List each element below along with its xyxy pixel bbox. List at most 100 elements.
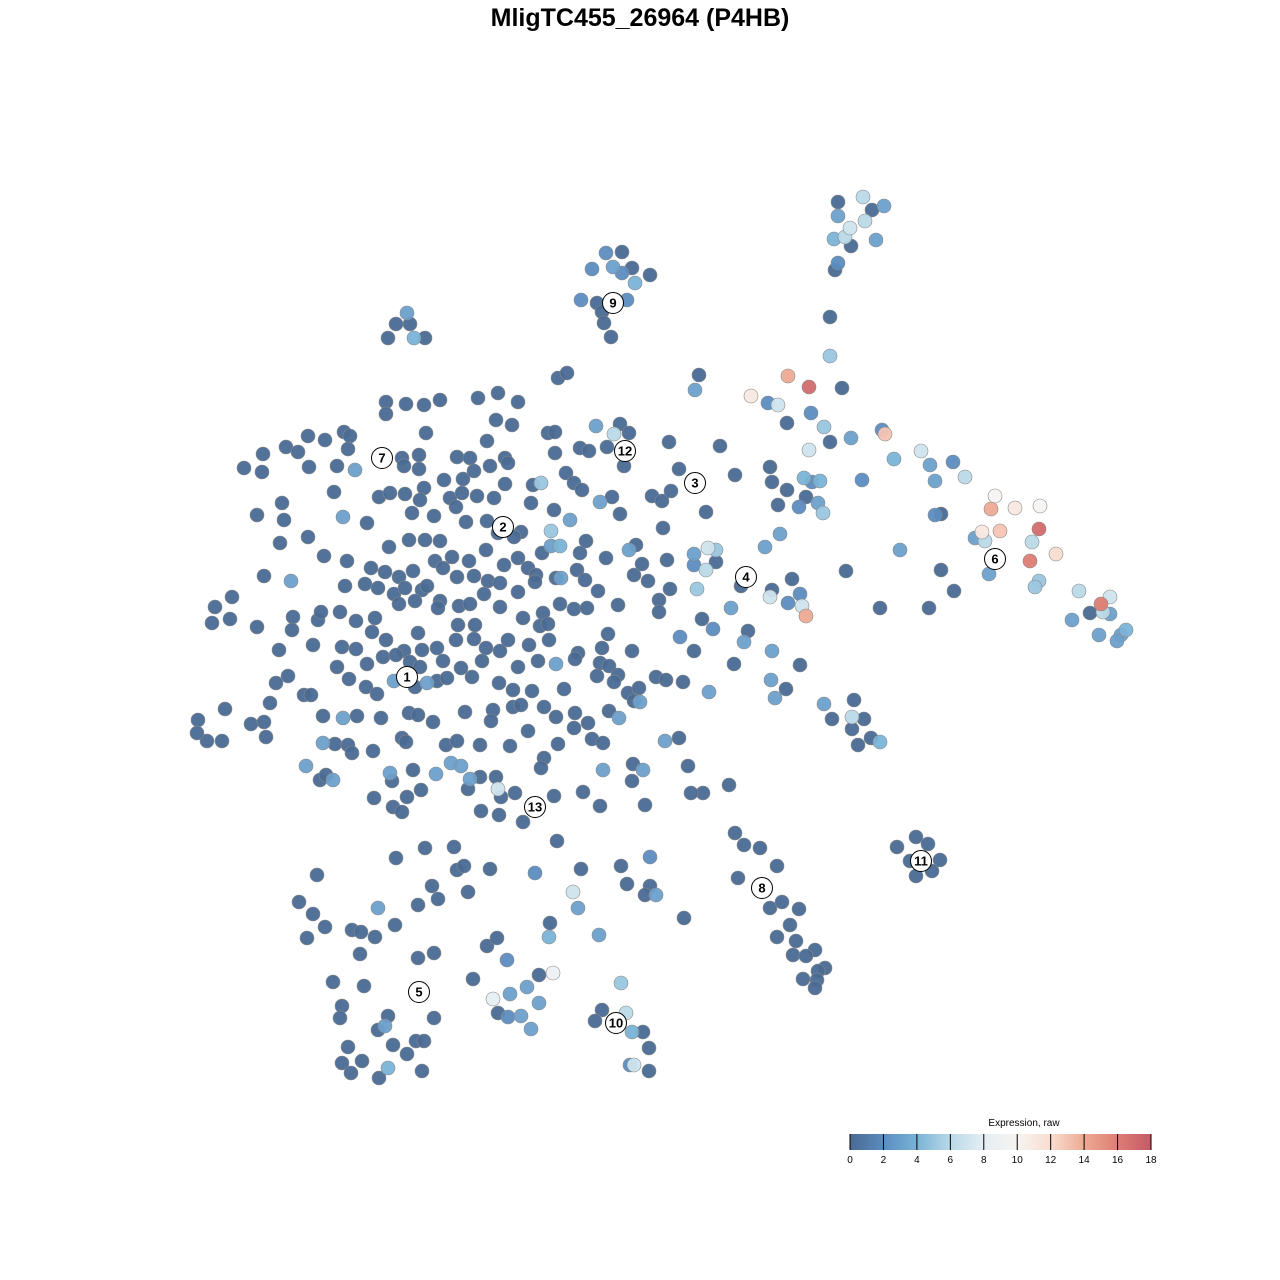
data-point [412, 492, 428, 508]
cluster-label-text: 11 [914, 854, 928, 869]
data-point [492, 575, 508, 591]
data-point [672, 629, 688, 645]
data-point [249, 619, 265, 635]
data-point [889, 839, 905, 855]
data-point [676, 910, 692, 926]
cluster-label-badge [371, 447, 393, 469]
cluster-label-badge [910, 850, 932, 872]
data-point [450, 617, 466, 633]
data-point [601, 703, 617, 719]
data-point [524, 683, 540, 699]
data-point [439, 670, 455, 686]
data-point [497, 476, 513, 492]
data-point [453, 758, 469, 774]
data-point [546, 502, 562, 518]
data-point [490, 781, 506, 797]
data-point [974, 524, 990, 540]
data-point [520, 723, 536, 739]
cluster-label-11: 11 [910, 850, 932, 872]
data-point [397, 486, 413, 502]
data-point [801, 379, 817, 395]
data-point [410, 707, 426, 723]
data-point [592, 798, 608, 814]
data-point [920, 836, 936, 852]
data-point [540, 616, 556, 632]
data-point [429, 640, 445, 656]
cluster-label-badge [735, 566, 757, 588]
cluster-label-text: 9 [609, 296, 616, 311]
data-point [510, 550, 526, 566]
data-point [521, 637, 537, 653]
data-point [519, 979, 535, 995]
data-point [675, 674, 691, 690]
data-point [856, 711, 872, 727]
data-point [592, 494, 608, 510]
data-point [414, 642, 430, 658]
data-point [807, 980, 823, 996]
data-point [432, 533, 448, 549]
data-point [426, 508, 442, 524]
data-point [663, 483, 679, 499]
data-point [500, 632, 516, 648]
data-point [315, 708, 331, 724]
data-point [483, 713, 499, 729]
cluster-label-text: 1 [403, 670, 410, 685]
data-point [606, 674, 622, 690]
data-point [552, 596, 568, 612]
cluster-label-badge [492, 516, 514, 538]
data-point [329, 458, 345, 474]
data-point [329, 659, 345, 675]
cluster-label-8: 8 [751, 877, 773, 899]
data-point [387, 917, 403, 933]
legend-title: Expression, raw [988, 1118, 1060, 1129]
data-point [659, 552, 675, 568]
data-point [632, 694, 648, 710]
data-point [365, 743, 381, 759]
chart-title: MligTC455_26964 (P4HB) [490, 4, 790, 32]
data-point [546, 788, 562, 804]
data-point [505, 682, 521, 698]
data-point [454, 485, 470, 501]
data-point [190, 712, 206, 728]
data-point [410, 897, 426, 913]
data-point [488, 412, 504, 428]
data-point [378, 406, 394, 422]
data-point [398, 396, 414, 412]
data-point [1109, 633, 1125, 649]
data-point [492, 643, 508, 659]
data-point [927, 473, 943, 489]
data-point [983, 501, 999, 517]
data-point [449, 569, 465, 585]
data-point [343, 1065, 359, 1081]
data-point [479, 433, 495, 449]
data-point [547, 445, 563, 461]
data-point [305, 637, 321, 653]
data-point [574, 482, 590, 498]
data-point [204, 615, 220, 631]
data-point [626, 567, 642, 583]
data-point [399, 1046, 415, 1062]
data-point [612, 506, 628, 522]
data-point [548, 656, 564, 672]
data-point [254, 464, 270, 480]
data-point [957, 469, 973, 485]
data-point [479, 938, 495, 954]
data-point [721, 777, 737, 793]
data-point [736, 634, 752, 650]
data-point [332, 1010, 348, 1026]
data-point [370, 580, 386, 596]
cluster-label-9: 9 [602, 292, 624, 314]
data-point [726, 656, 742, 672]
data-point [1022, 553, 1038, 569]
data-point [332, 604, 348, 620]
data-point [774, 894, 790, 910]
data-point [651, 604, 667, 620]
data-point [886, 451, 902, 467]
data-point [791, 499, 807, 515]
data-point [763, 672, 779, 688]
data-point [621, 542, 637, 558]
data-point [671, 461, 687, 477]
data-point [523, 495, 539, 511]
data-point [736, 837, 752, 853]
